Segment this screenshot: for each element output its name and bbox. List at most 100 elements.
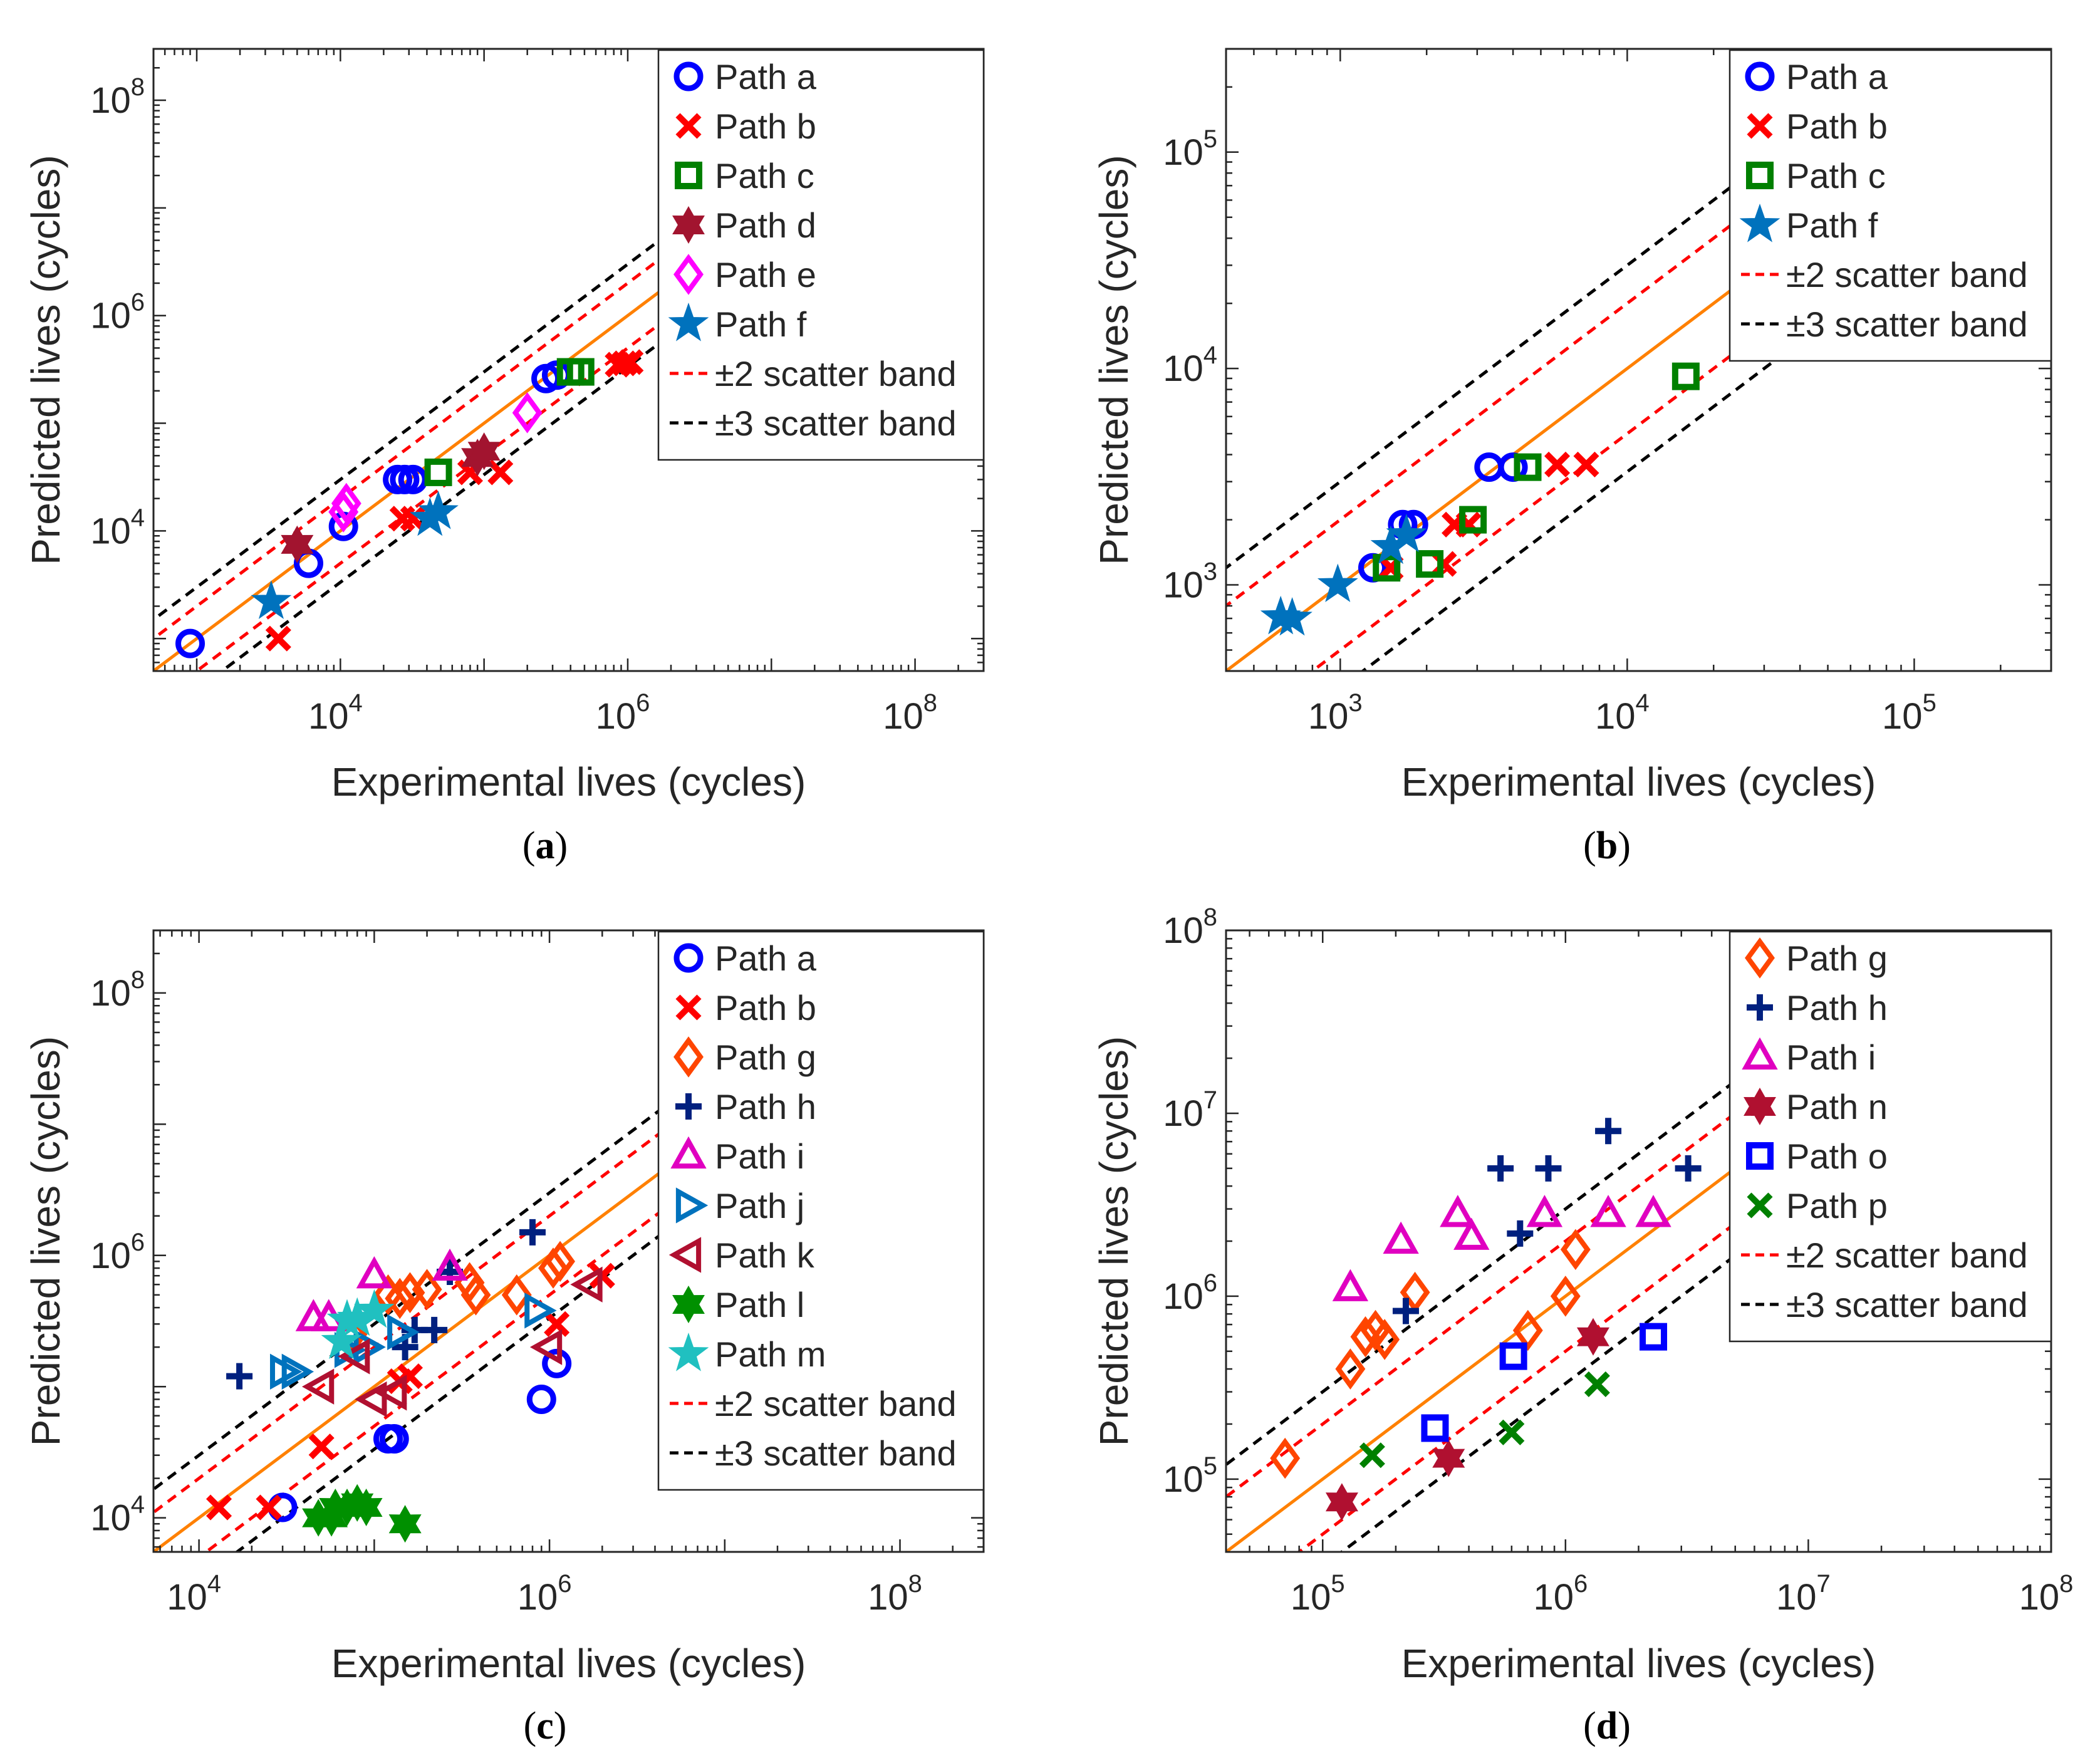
panel-c-legend-label-4: Path i: [715, 1137, 804, 1176]
panel-d-legend-item-4: Path o: [1746, 1137, 1888, 1176]
panel-d-legend-label-2: Path i: [1786, 1038, 1876, 1077]
panel-d-ytick-label-1-base: 10: [1163, 1276, 1203, 1317]
panel-c-series-path-m: [321, 1289, 395, 1360]
panel-d-series-path-h: [1392, 1118, 1702, 1324]
panel-c-xtick-label-1-base: 10: [517, 1577, 558, 1618]
panel-c-ytick-label-2-exp: 8: [131, 966, 145, 994]
panel-c-ytick-label-0: 104: [90, 1491, 145, 1539]
panel-a-point-2-2: [566, 358, 595, 386]
panel-b-xtick-label-0-base: 10: [1308, 696, 1349, 737]
panel-a-ytick-label-1-base: 10: [90, 296, 131, 336]
panel-a-point-1-4: [487, 459, 514, 486]
panel-c-point-6-0: [301, 1368, 335, 1405]
panel-b-point-3-1: [1272, 597, 1312, 636]
panel-d-point-2-0: [1332, 1269, 1369, 1301]
panel-a-xtick-label-0: 104: [308, 689, 363, 737]
panel-d-point-3-1: [1432, 1439, 1465, 1477]
panel-c-point-6-2: [355, 1381, 387, 1418]
panel-d-ytick-label-2-exp: 7: [1203, 1086, 1217, 1114]
panel-b-legend-marker-2: [1746, 162, 1774, 189]
panel-c-legend-marker-3: [675, 1093, 702, 1120]
panel-a-legend-label-4: Path e: [715, 255, 816, 294]
panel-a-ytick-label-0-base: 10: [90, 511, 131, 551]
panel-a-point-1-2-stroke-2: [400, 506, 426, 532]
panel-b-legend-marker-1-stroke-2: [1747, 113, 1773, 139]
panel-a-caption: (a): [522, 824, 568, 867]
panel-d-xtick-label-1-exp: 6: [1574, 1570, 1588, 1598]
panel-d-lines: [1226, 930, 2051, 1552]
panel-a-ytick-label-1-exp: 6: [131, 289, 145, 316]
panel-c-legend-marker-1: [675, 994, 702, 1021]
panel-c-point-6-1: [338, 1338, 370, 1375]
panel-d-point-4-2: [1640, 1323, 1668, 1351]
panel-d-xtick-label-0-exp: 5: [1331, 1570, 1344, 1598]
panel-a-legend-label-0: Path a: [715, 57, 817, 96]
panel-c-point-4-3: [432, 1248, 468, 1281]
panel-b-point-2-1: [1416, 550, 1444, 578]
panel-a-point-1-0-stroke-2: [265, 625, 291, 652]
panel-d-xtick-label-3-base: 10: [2019, 1577, 2060, 1618]
panel-d-point-2-6: [1635, 1195, 1671, 1227]
panel-b-xlabel: Experimental lives (cycles): [1401, 759, 1876, 804]
panel-a-xtick-label-2-exp: 8: [923, 689, 937, 717]
panel-a-ytick-label-2: 108: [90, 73, 145, 121]
panel-c-series-path-k: [301, 1266, 603, 1418]
panel-b-ytick-label-2-exp: 5: [1203, 125, 1217, 153]
panel-c-point-2-6: [460, 1274, 491, 1316]
panel-d-point-2-2: [1440, 1195, 1476, 1227]
panel-c-caption-letter: c: [536, 1705, 554, 1747]
panel-c-scatter-band-1-0: [153, 930, 903, 1492]
panel-d-point-5-1: [1499, 1419, 1525, 1445]
panel-c-xtick-label-2: 108: [868, 1570, 922, 1618]
panel-b-ytick-label-1-exp: 4: [1203, 341, 1217, 369]
panel-d-xtick-label-0: 105: [1291, 1570, 1345, 1618]
panel-c-xtick-label-0-base: 10: [167, 1577, 207, 1618]
panel-c-legend-marker-2: [673, 1036, 704, 1078]
panel-c-series-path-a: [268, 1348, 572, 1522]
panel-d-reference-line: [1226, 930, 2051, 1552]
panel-b-caption-close: ): [1618, 824, 1631, 867]
panel-b-point-2-3: [1514, 453, 1542, 481]
panel-d-legend-marker-0: [1745, 937, 1775, 979]
panel-d-point-0-1: [1335, 1348, 1366, 1390]
panel-d-point-1-1: [1487, 1155, 1514, 1182]
panel-c-legend-label-3: Path h: [715, 1087, 816, 1126]
panel-c-points: [205, 1219, 615, 1543]
panel-c-legend-label-7: Path l: [715, 1285, 804, 1324]
panel-b-lines: [1226, 49, 2051, 671]
panel-d-points: [1270, 1118, 1702, 1521]
panel-a-caption-close: ): [555, 824, 568, 867]
panel-c-ytick-label-1-exp: 6: [131, 1229, 145, 1256]
panel-a-series-path-b: [265, 349, 644, 652]
panel-b-legend-item-5: ±3 scatter band: [1741, 304, 2028, 344]
panel-a-xtick-label-0-base: 10: [308, 696, 349, 737]
panel-d-point-1-3: [1535, 1155, 1562, 1182]
panel-c-legend-item-9: ±2 scatter band: [670, 1384, 957, 1423]
panel-c-point-2-7: [501, 1274, 532, 1316]
panel-d-xtick-label-1: 106: [1533, 1570, 1588, 1618]
panel-d-legend-box: [1728, 930, 2052, 1343]
panel-b-ytick-label-2-base: 10: [1163, 132, 1203, 173]
panel-c-caption-close: ): [554, 1705, 567, 1747]
panel-c-xtick-label-0: 104: [167, 1570, 221, 1618]
panel-b-point-1-1-stroke-2: [1431, 551, 1457, 577]
panel-b-legend-marker-0: [1745, 61, 1775, 91]
panel-a-point-1-0: [265, 625, 291, 652]
panel-a-series-path-e: [328, 392, 543, 533]
panel-b-point-1-5-stroke-2: [1573, 451, 1599, 477]
panel-d-xtick-label-0-base: 10: [1291, 1577, 1331, 1618]
panel-c-legend-item-3: Path h: [675, 1087, 816, 1126]
panel-a-legend-box: [657, 49, 985, 461]
panel-c-point-8-3: [354, 1289, 395, 1328]
panel-a-legend-label-3: Path d: [715, 205, 816, 245]
panel-d-ytick-label-3-base: 10: [1163, 910, 1203, 951]
panel-d-legend-marker-5: [1747, 1192, 1773, 1219]
panel-c-legend-item-2: Path g: [673, 1036, 816, 1078]
panel-c-ylabel: Predicted lives (cycles): [23, 1036, 68, 1446]
panel-b-point-1-4: [1544, 451, 1571, 477]
panel-c-point-1-5-stroke-2: [544, 1311, 570, 1337]
panel-d-point-1-4: [1595, 1118, 1622, 1145]
panel-b-xtick-label-0: 103: [1308, 689, 1363, 737]
panel-d-point-2-3: [1453, 1217, 1490, 1250]
